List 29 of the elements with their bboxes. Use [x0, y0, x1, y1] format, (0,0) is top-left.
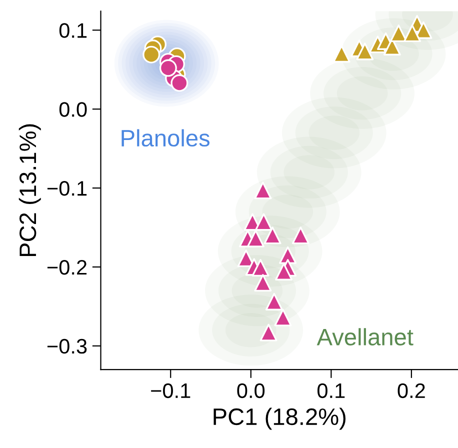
point — [142, 46, 160, 64]
point — [275, 262, 293, 280]
x-tick-label: 0.2 — [398, 383, 425, 398]
x-tick-label: 0.0 — [237, 383, 265, 398]
point — [260, 324, 278, 342]
point — [403, 24, 421, 42]
point — [274, 308, 292, 326]
point — [265, 292, 283, 310]
point — [292, 226, 310, 244]
x-tick-label: −0.1 — [151, 383, 190, 398]
y-tick-label: −0.2 — [47, 260, 87, 275]
annotation: Avellanet — [316, 328, 414, 346]
y-tick-label: −0.1 — [47, 181, 87, 196]
point — [246, 230, 264, 248]
point — [170, 74, 188, 92]
point — [356, 42, 374, 60]
point — [390, 24, 408, 42]
y-tick-label: −0.3 — [47, 338, 87, 354]
point — [254, 182, 272, 200]
x-tick-label: 0.1 — [317, 383, 345, 398]
x-axis-title: PC1 (18.2%) — [214, 408, 346, 430]
point — [252, 259, 270, 277]
annotation: Planoles — [122, 129, 210, 147]
point — [254, 213, 272, 231]
point — [264, 226, 282, 244]
point — [279, 246, 297, 264]
y-tick-label: 0.0 — [59, 102, 87, 117]
y-tick-label: 0.1 — [59, 23, 87, 38]
y-axis-title: PC2 (13.1%) — [18, 124, 41, 256]
